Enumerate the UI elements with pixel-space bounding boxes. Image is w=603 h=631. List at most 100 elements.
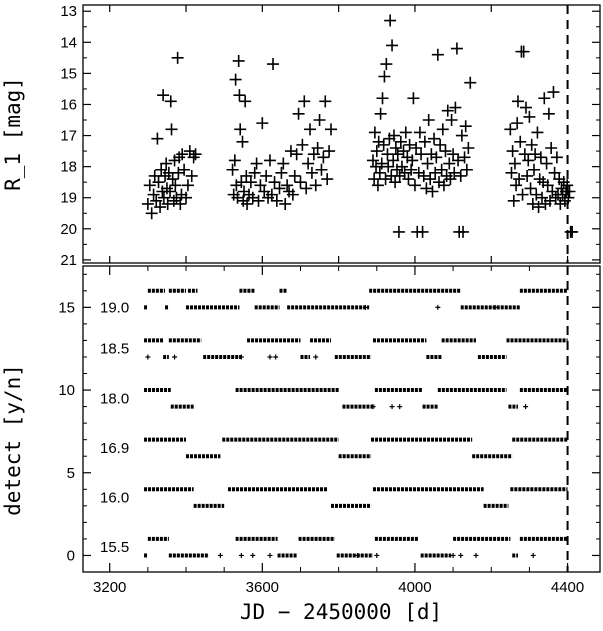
- top-y-tick-label: 13: [60, 3, 77, 20]
- magnitude-point: [374, 107, 387, 120]
- magnitude-point: [450, 42, 463, 55]
- magnitude-point: [150, 194, 163, 207]
- bottom-x-tick-label: 3600: [246, 579, 279, 596]
- magnitude-point: [370, 145, 383, 158]
- magnitude-point: [143, 179, 156, 192]
- magnitude-point: [441, 104, 454, 117]
- magnitude-point: [449, 101, 462, 114]
- magnitude-point: [507, 194, 520, 207]
- magnitude-point: [181, 179, 194, 192]
- magnitude-point: [233, 89, 246, 102]
- magnitude-point: [294, 176, 307, 189]
- detection-point: [172, 354, 178, 360]
- magnitude-point: [420, 182, 433, 195]
- magnitude-point: [563, 185, 576, 198]
- magnitude-point: [430, 151, 443, 164]
- detection-point: [450, 552, 456, 558]
- magnitude-point: [236, 135, 249, 148]
- detection-point: [355, 552, 361, 558]
- top-y-axis-title: R_1 [mag]: [1, 77, 25, 191]
- top-scatter-points: [141, 14, 579, 238]
- magnitude-point: [415, 148, 428, 161]
- top-y-tick-label: 19: [60, 190, 77, 207]
- magnitude-point: [458, 151, 471, 164]
- detection-point: [530, 552, 536, 558]
- magnitude-point: [148, 169, 161, 182]
- magnitude-point: [508, 157, 521, 170]
- magnitude-point: [370, 160, 383, 173]
- magnitude-point: [376, 92, 389, 105]
- magnitude-point: [536, 191, 549, 204]
- detection-point: [370, 404, 376, 410]
- magnitude-point: [382, 160, 395, 173]
- magnitude-point: [273, 182, 286, 195]
- magnitude-point: [459, 120, 472, 133]
- magnitude-point: [403, 138, 416, 151]
- detection-point: [238, 552, 244, 558]
- bottom-panel: 0 5 10 15 3200 3600 4000 4400 19.0 18.5 18.0 16.9…: [1, 265, 601, 624]
- magnitude-point: [377, 138, 390, 151]
- bottom-panel-frame: [82, 265, 601, 573]
- magnitude-point: [391, 148, 404, 161]
- magnitude-point: [531, 126, 544, 139]
- bottom-x-tick-label: 3200: [93, 579, 126, 596]
- magnitude-point: [405, 163, 418, 176]
- magnitude-point: [263, 154, 276, 167]
- magnitude-point: [325, 123, 338, 136]
- magnitude-point: [444, 173, 457, 186]
- magnitude-point: [426, 185, 439, 198]
- magnitude-point: [525, 138, 538, 151]
- detection-point: [145, 354, 151, 360]
- magnitude-point: [511, 95, 524, 108]
- detection-bands: [144, 288, 568, 558]
- magnitude-point: [532, 201, 545, 214]
- magnitude-point: [530, 188, 543, 201]
- magnitude-point: [378, 70, 391, 83]
- magnitude-point: [392, 225, 405, 238]
- magnitude-point: [288, 169, 301, 182]
- magnitude-point: [436, 123, 449, 136]
- magnitude-point: [157, 191, 170, 204]
- magnitude-point: [307, 148, 320, 161]
- bottom-y-axis: 0 5 10 15: [58, 273, 600, 564]
- band-label: 18.5: [100, 341, 129, 358]
- magnitude-point: [151, 132, 164, 145]
- detection-isolated-points: [145, 304, 536, 558]
- magnitude-point: [416, 225, 429, 238]
- magnitude-point: [232, 54, 245, 67]
- magnitude-point: [268, 176, 281, 189]
- detection-point: [492, 304, 498, 310]
- magnitude-point: [534, 151, 547, 164]
- band-label: 19.0: [100, 299, 129, 316]
- magnitude-point: [315, 163, 328, 176]
- top-y-tick-label: 14: [60, 34, 77, 51]
- magnitude-point: [540, 157, 553, 170]
- magnitude-point: [437, 179, 450, 192]
- magnitude-point: [527, 163, 540, 176]
- magnitude-point: [398, 166, 411, 179]
- magnitude-point: [434, 138, 447, 151]
- magnitude-point: [544, 194, 557, 207]
- magnitude-point: [141, 197, 154, 210]
- detection-point: [238, 354, 244, 360]
- magnitude-point: [506, 145, 519, 158]
- magnitude-point: [522, 154, 535, 167]
- detection-point: [458, 552, 464, 558]
- magnitude-point: [246, 191, 259, 204]
- detection-point: [217, 552, 223, 558]
- magnitude-point: [435, 163, 448, 176]
- magnitude-point: [157, 89, 170, 102]
- top-y-tick-label: 20: [60, 221, 77, 238]
- magnitude-point: [448, 166, 461, 179]
- top-y-tick-label: 16: [60, 96, 77, 113]
- magnitude-point: [407, 92, 420, 105]
- magnitude-point: [305, 166, 318, 179]
- magnitude-point: [516, 188, 529, 201]
- magnitude-point: [389, 176, 402, 189]
- magnitude-point: [429, 166, 442, 179]
- magnitude-point: [443, 157, 456, 170]
- magnitude-point: [368, 126, 381, 139]
- detection-point: [435, 304, 441, 310]
- magnitude-point: [538, 92, 551, 105]
- detection-point: [250, 552, 256, 558]
